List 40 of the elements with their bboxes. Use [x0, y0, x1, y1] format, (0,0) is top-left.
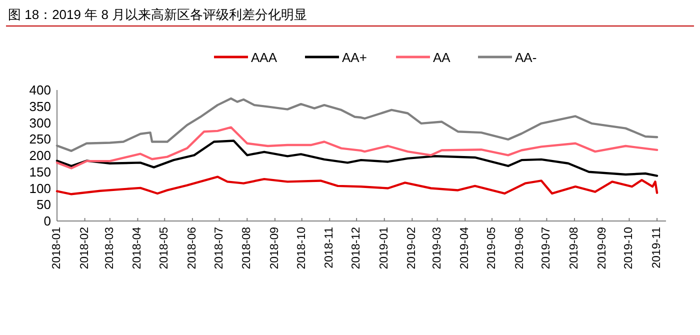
x-tick-label: 2018-04	[132, 226, 144, 270]
y-tick-label: 250	[29, 132, 51, 147]
x-tick-label: 2019-02	[406, 227, 418, 270]
x-tick-label: 2018-11	[324, 227, 336, 268]
chart-title: 图 18：2019 年 8 月以来高新区各评级利差分化明显	[8, 7, 308, 22]
x-tick-label: 2019-08	[568, 227, 581, 270]
x-tick-label: 2019-06	[514, 227, 526, 270]
legend-label: AA	[433, 50, 451, 65]
x-tick-label: 2018-06	[186, 227, 198, 270]
x-tick-label: 2019-01	[378, 227, 390, 270]
x-tick-label: 2019-07	[540, 227, 553, 270]
x-tick-label: 2018-01	[51, 227, 63, 270]
legend-label: AA-	[515, 50, 537, 65]
x-tick-label: 2019-11	[651, 227, 664, 268]
x-tick-label: 2018-03	[104, 227, 116, 270]
line-series	[56, 176, 658, 196]
x-tick-label: 2018-12	[350, 227, 363, 270]
y-tick-label: 300	[29, 115, 51, 130]
y-tick-label: 150	[29, 164, 51, 180]
x-tick-label: 2019-10	[623, 227, 636, 270]
x-tick-label: 2019-04	[459, 226, 472, 270]
line-series	[56, 126, 658, 170]
x-tick-label: 2019-05	[486, 227, 498, 270]
legend-label: AAA	[251, 50, 278, 65]
y-tick-label: 0	[44, 214, 51, 228]
y-tick-label: 350	[29, 98, 51, 114]
x-tick-label: 2018-05	[158, 227, 171, 270]
y-tick-label: 100	[29, 180, 51, 196]
x-tick-label: 2018-10	[296, 227, 308, 270]
line-series	[56, 140, 658, 177]
y-tick-label: 50	[36, 197, 51, 212]
y-tick-label: 400	[29, 82, 51, 98]
x-tick-label: 2018-08	[241, 227, 254, 270]
x-tick-label: 2019-09	[596, 227, 608, 270]
x-tick-label: 2018-09	[268, 227, 281, 270]
x-tick-label: 2019-03	[431, 227, 444, 270]
legend-label: AA+	[342, 50, 367, 65]
x-tick-label: 2018-02	[78, 227, 91, 270]
x-tick-label: 2018-07	[213, 227, 226, 270]
y-tick-label: 200	[29, 148, 51, 163]
